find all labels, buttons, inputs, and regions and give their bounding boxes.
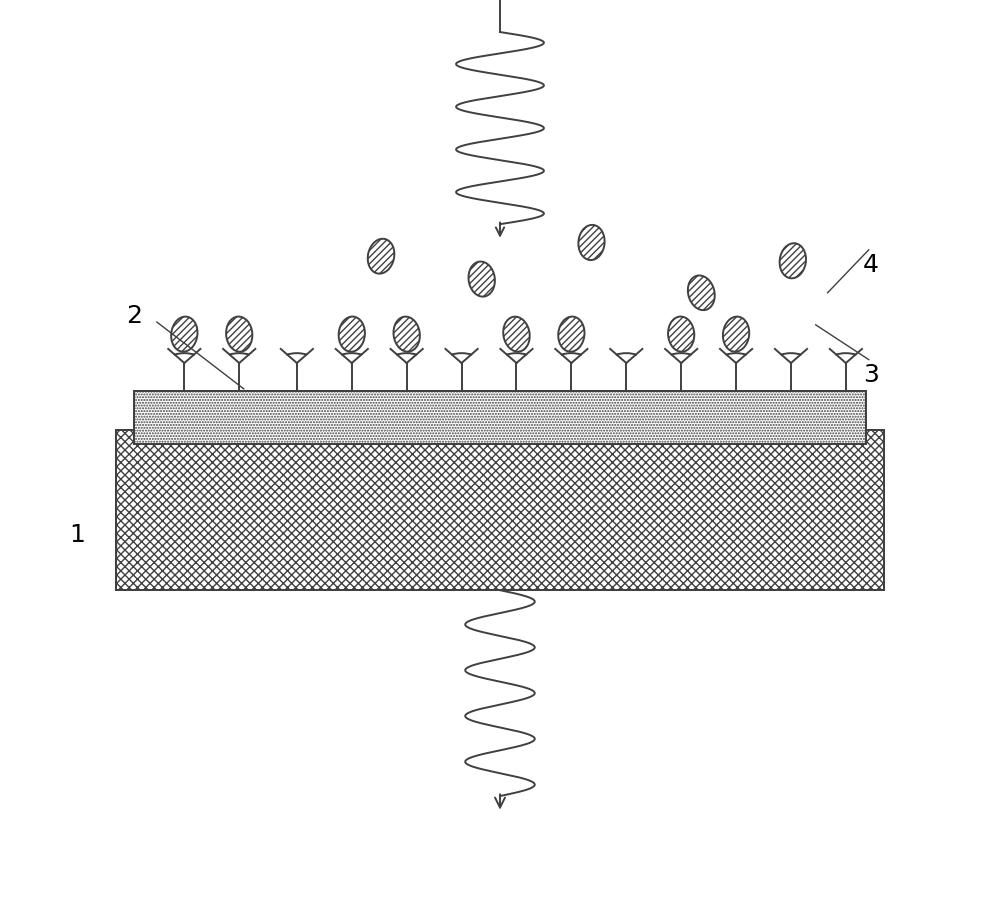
Bar: [134, 391, 866, 444]
Ellipse shape: [368, 239, 394, 274]
Ellipse shape: [226, 317, 252, 351]
Text: 3: 3: [863, 363, 879, 387]
Ellipse shape: [393, 317, 420, 351]
Ellipse shape: [780, 243, 806, 278]
Ellipse shape: [339, 317, 365, 351]
Text: 1: 1: [69, 523, 85, 547]
Ellipse shape: [723, 317, 749, 351]
Ellipse shape: [558, 317, 585, 351]
Text: 4: 4: [863, 253, 879, 277]
Ellipse shape: [469, 262, 495, 296]
Ellipse shape: [503, 317, 530, 351]
Text: 2: 2: [126, 304, 142, 328]
Bar: [116, 430, 884, 590]
Ellipse shape: [171, 317, 198, 351]
Ellipse shape: [668, 317, 694, 351]
Ellipse shape: [688, 275, 715, 310]
Bar: [116, 430, 884, 590]
Bar: [134, 391, 866, 444]
Ellipse shape: [578, 225, 605, 260]
Bar: [116, 430, 884, 590]
Bar: [134, 391, 866, 444]
